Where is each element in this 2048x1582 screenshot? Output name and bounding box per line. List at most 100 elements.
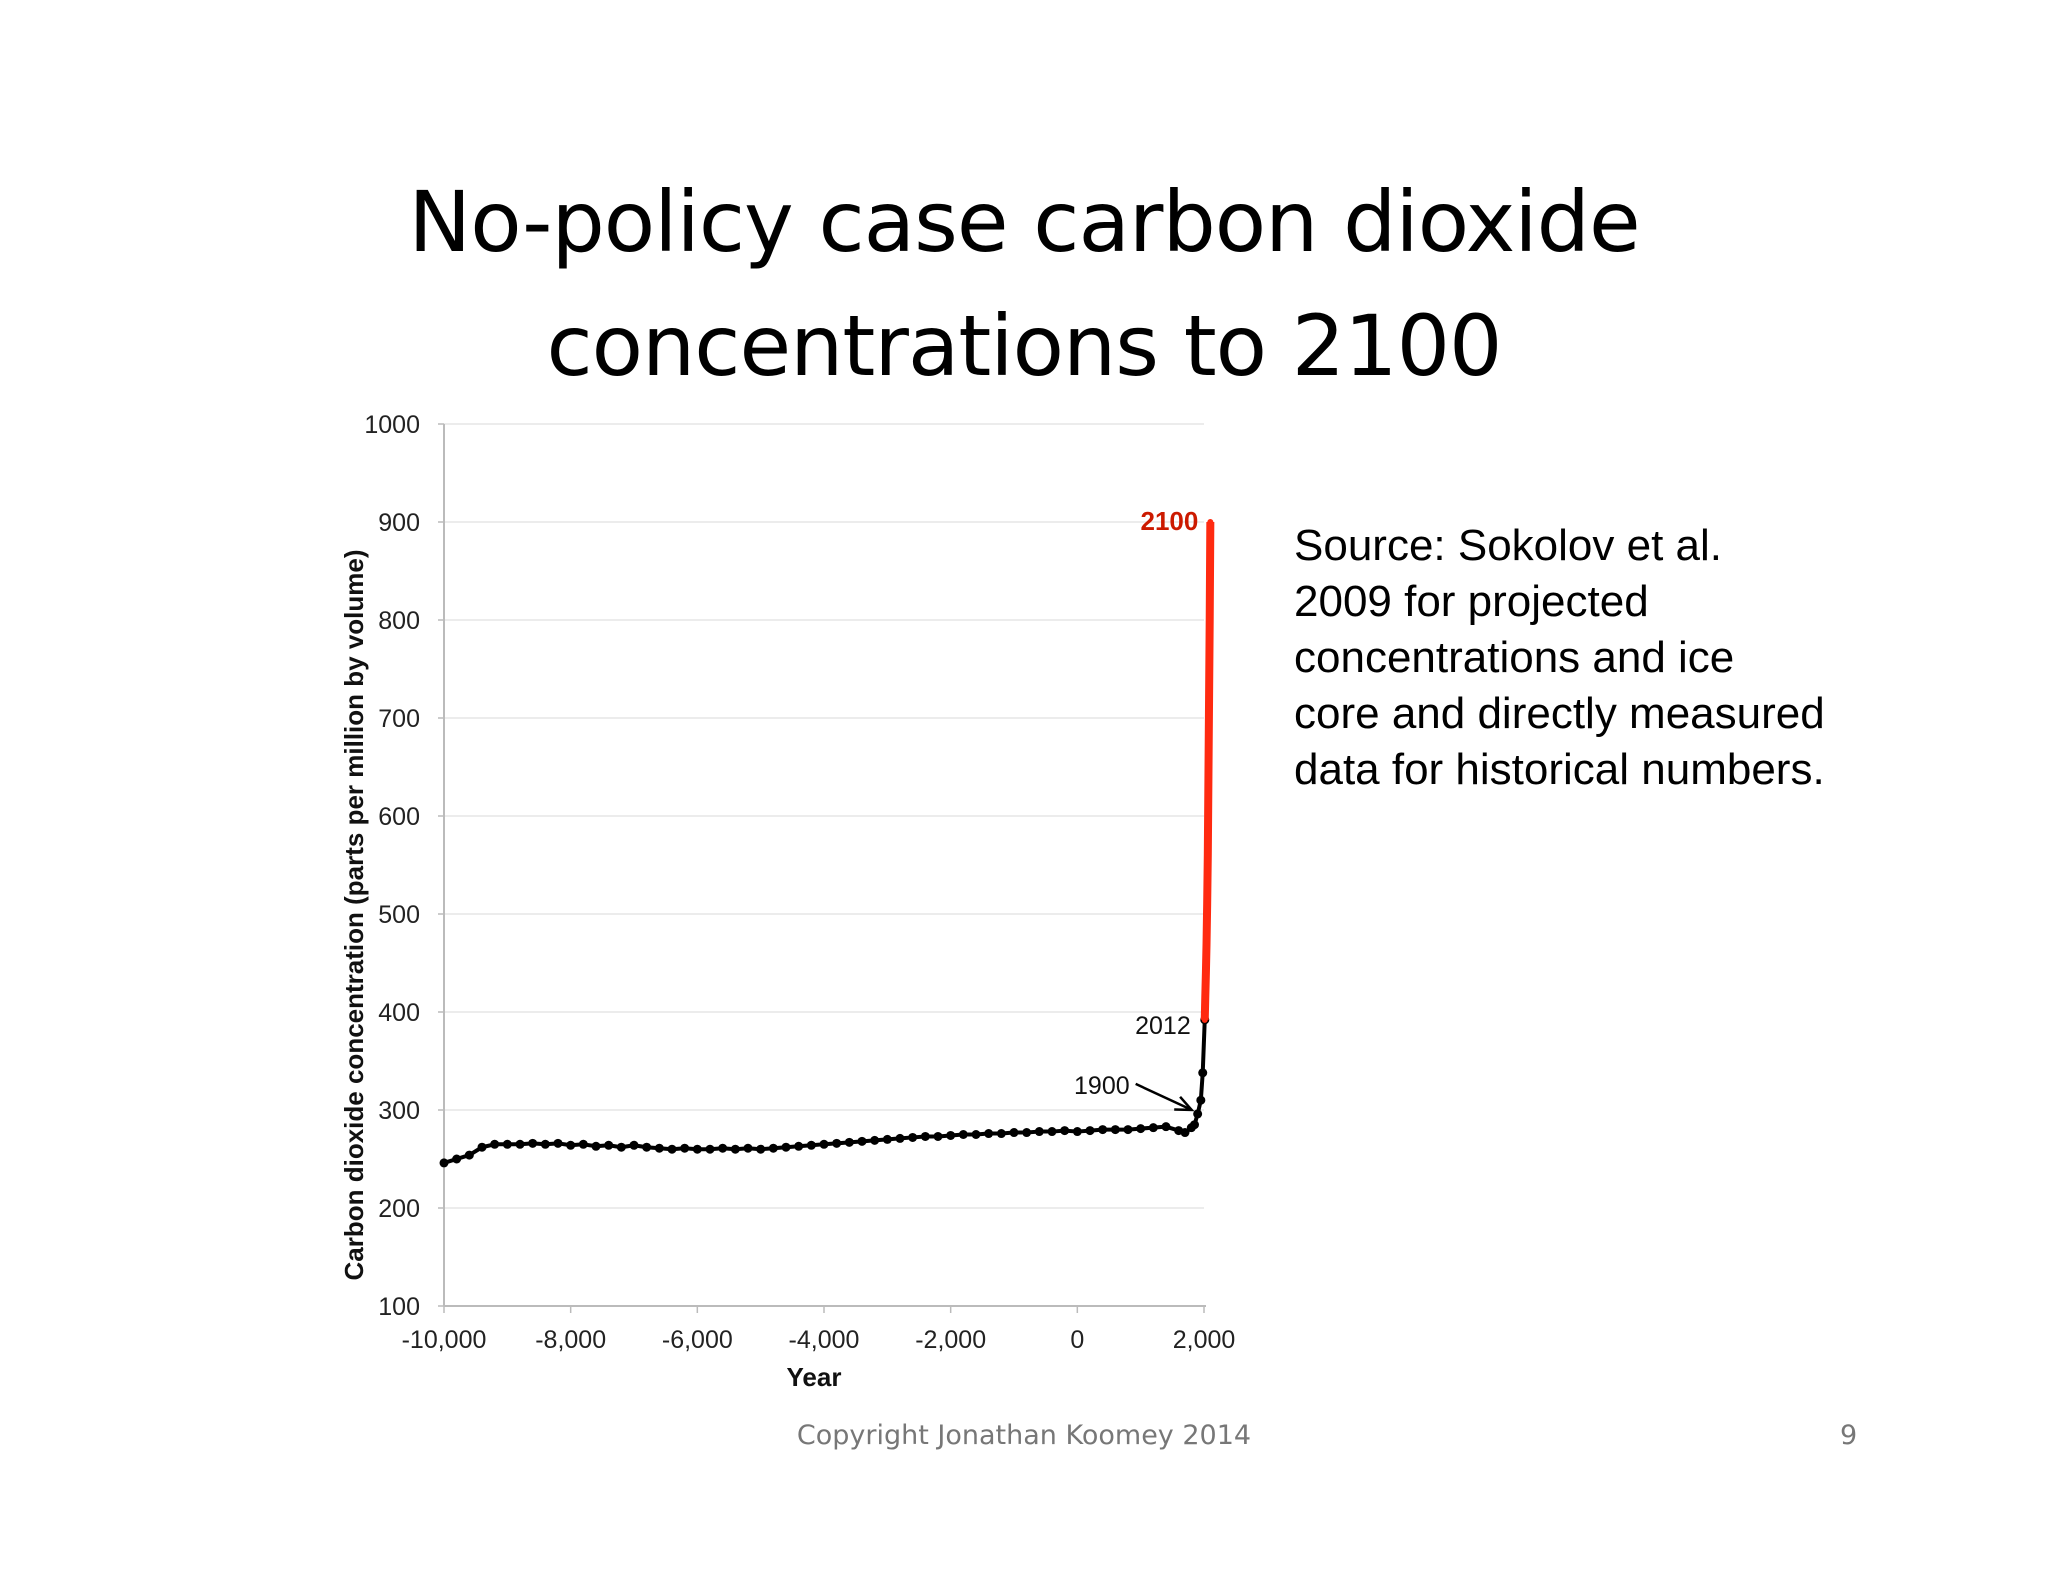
historical-point bbox=[1161, 1122, 1171, 1132]
historical-point bbox=[971, 1130, 981, 1139]
historical-point bbox=[591, 1141, 601, 1151]
historical-point bbox=[528, 1138, 538, 1148]
grid-lines bbox=[444, 423, 1204, 1209]
historical-point bbox=[832, 1138, 842, 1148]
historical-point bbox=[566, 1140, 576, 1150]
historical-point bbox=[464, 1150, 474, 1160]
historical-point bbox=[1060, 1126, 1070, 1136]
historical-point bbox=[452, 1154, 462, 1164]
projected-point bbox=[1205, 773, 1212, 780]
y-tick-label: 500 bbox=[378, 901, 420, 929]
series-historical bbox=[439, 1015, 1210, 1168]
y-tick-label: 600 bbox=[378, 803, 420, 831]
historical-point bbox=[629, 1140, 639, 1150]
historical-point bbox=[768, 1143, 778, 1153]
x-tick-label: -4,000 bbox=[789, 1326, 860, 1354]
projected-point bbox=[1204, 852, 1211, 859]
x-tick-label: -6,000 bbox=[662, 1326, 733, 1354]
historical-point bbox=[1193, 1109, 1203, 1119]
historical-point bbox=[1022, 1128, 1032, 1138]
annotation-1900-arrow bbox=[1135, 1082, 1193, 1112]
historical-point bbox=[667, 1144, 677, 1154]
historical-point bbox=[553, 1138, 563, 1148]
projected-point bbox=[1202, 969, 1209, 976]
historical-point bbox=[1180, 1128, 1190, 1138]
historical-point bbox=[933, 1131, 943, 1141]
historical-point bbox=[1009, 1128, 1019, 1138]
y-tick-label: 400 bbox=[378, 999, 420, 1027]
historical-point bbox=[1072, 1127, 1082, 1137]
historical-point bbox=[1198, 1068, 1208, 1078]
historical-point bbox=[743, 1143, 753, 1153]
historical-point bbox=[604, 1140, 614, 1150]
slide-title: No-policy case carbon dioxide concentrat… bbox=[0, 160, 2048, 408]
historical-point bbox=[1034, 1127, 1044, 1137]
historical-point bbox=[1047, 1127, 1057, 1137]
historical-point bbox=[1196, 1095, 1206, 1105]
historical-point bbox=[857, 1136, 867, 1146]
historical-point bbox=[718, 1143, 728, 1153]
annotation-2100: 2100 bbox=[1140, 506, 1198, 536]
historical-point bbox=[540, 1139, 550, 1149]
projected-point bbox=[1202, 994, 1209, 1001]
y-tick-label: 1000 bbox=[364, 411, 420, 439]
historical-point bbox=[502, 1139, 512, 1149]
annotation-2012: 2012 bbox=[1135, 1012, 1191, 1040]
historical-point bbox=[756, 1144, 766, 1154]
projected-point bbox=[1206, 695, 1213, 702]
y-tick-label: 800 bbox=[378, 607, 420, 635]
historical-point bbox=[439, 1158, 449, 1168]
source-note: Source: Sokolov et al. 2009 for projecte… bbox=[1294, 521, 1825, 794]
historical-point bbox=[730, 1144, 740, 1154]
x-tick-label: -2,000 bbox=[915, 1326, 986, 1354]
historical-point bbox=[1190, 1120, 1199, 1130]
annotation-1900-arrowhead bbox=[1174, 1096, 1195, 1112]
historical-point bbox=[1098, 1125, 1108, 1135]
annotations: 2100 2012 1900 bbox=[1074, 506, 1198, 1112]
page-number: 9 bbox=[1840, 1420, 1858, 1451]
historical-point bbox=[920, 1131, 930, 1141]
historical-point bbox=[1148, 1123, 1158, 1133]
historical-point bbox=[705, 1144, 715, 1154]
projected-point bbox=[1207, 519, 1214, 525]
historical-point bbox=[1136, 1124, 1146, 1134]
historical-point bbox=[794, 1141, 804, 1151]
tick-labels: 100 200 300 400 500 600 700 800 900 1000 -10,000 -8… bbox=[364, 411, 1235, 1354]
y-tick-label: 200 bbox=[378, 1195, 420, 1223]
historical-point bbox=[654, 1143, 664, 1153]
historical-point bbox=[984, 1129, 994, 1139]
historical-point bbox=[1085, 1126, 1095, 1136]
projected-point bbox=[1203, 940, 1210, 947]
projected-line bbox=[1200, 521, 1215, 1020]
y-tick-label: 900 bbox=[378, 509, 420, 537]
historical-point bbox=[946, 1130, 956, 1140]
y-tick-label: 300 bbox=[378, 1097, 420, 1125]
historical-point bbox=[895, 1133, 905, 1143]
historical-point bbox=[908, 1132, 918, 1142]
historical-point bbox=[477, 1142, 487, 1152]
historical-point bbox=[844, 1137, 854, 1147]
historical-point bbox=[680, 1143, 690, 1153]
historical-point bbox=[515, 1139, 525, 1149]
historical-point bbox=[578, 1139, 588, 1149]
x-tick-label: -8,000 bbox=[535, 1326, 606, 1354]
historical-point bbox=[870, 1135, 880, 1145]
footer-copyright: Copyright Jonathan Koomey 2014 bbox=[796, 1420, 1252, 1451]
series-projected bbox=[1200, 519, 1215, 1023]
y-axis-title: Carbon dioxide concentration (parts per … bbox=[339, 550, 369, 1281]
historical-point bbox=[996, 1129, 1006, 1139]
historical-point bbox=[1110, 1125, 1120, 1135]
x-tick-label: 2,000 bbox=[1173, 1326, 1236, 1354]
axes bbox=[438, 423, 1206, 1313]
y-tick-label: 700 bbox=[378, 705, 420, 733]
slide-title-line-1: No-policy case carbon dioxide bbox=[408, 173, 1640, 271]
projected-point bbox=[1201, 1016, 1208, 1023]
y-tick-label: 100 bbox=[378, 1293, 420, 1321]
historical-point bbox=[958, 1130, 968, 1139]
slide-title-line-2: concentrations to 2100 bbox=[546, 297, 1502, 395]
historical-point bbox=[806, 1140, 816, 1150]
historical-point bbox=[781, 1142, 791, 1152]
projected-point bbox=[1206, 617, 1213, 623]
historical-point bbox=[692, 1144, 702, 1154]
